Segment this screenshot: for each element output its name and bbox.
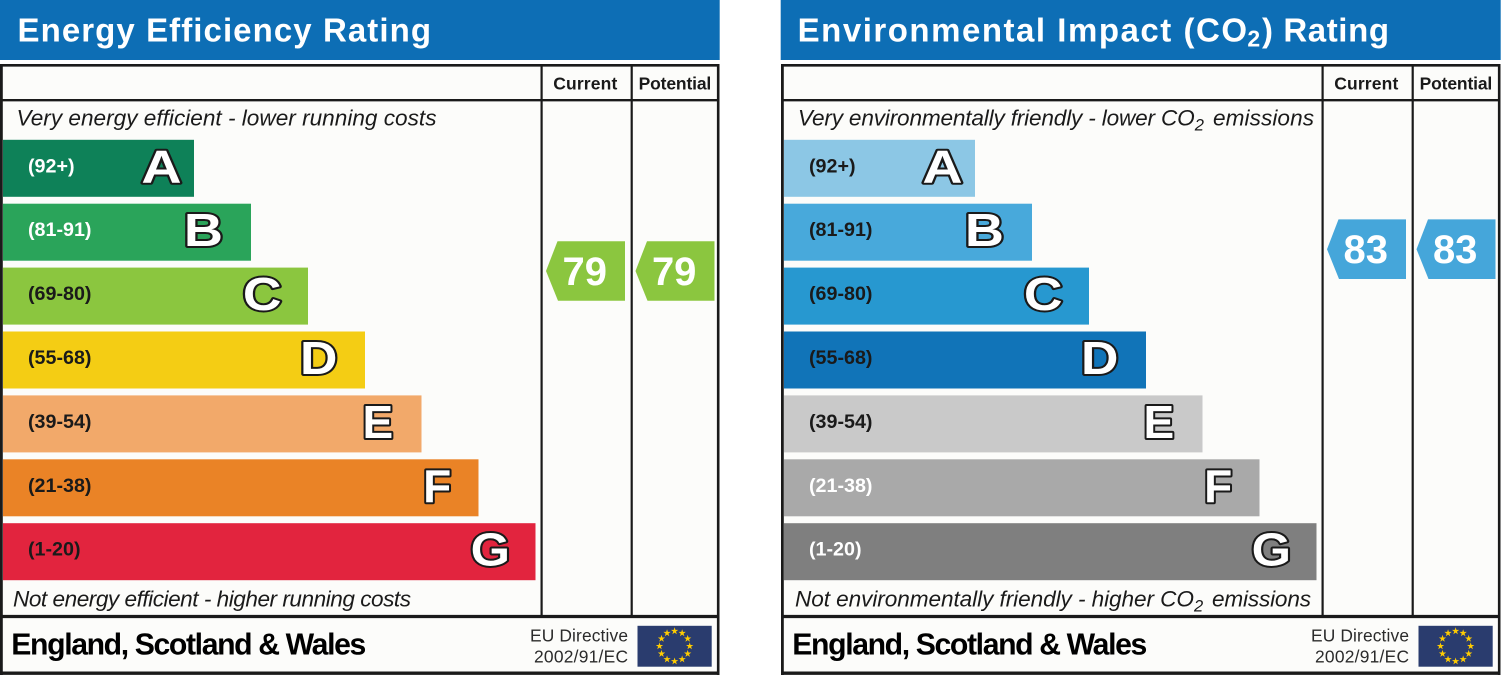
svg-text:(21-38): (21-38)	[809, 475, 872, 497]
svg-text:2: 2	[1193, 598, 1203, 616]
svg-text:E: E	[363, 396, 394, 448]
svg-text:Not energy efficient - higher: Not energy efficient - higher running co…	[13, 587, 411, 612]
svg-text:(39-54): (39-54)	[28, 411, 91, 433]
svg-text:(92+): (92+)	[28, 155, 75, 177]
svg-text:Current: Current	[1334, 74, 1398, 94]
svg-text:(92+): (92+)	[809, 155, 856, 177]
svg-text:(55-68): (55-68)	[28, 347, 91, 369]
svg-text:(81-91): (81-91)	[809, 219, 872, 241]
svg-text:D: D	[300, 332, 337, 384]
svg-text:Energy Efficiency Rating: Energy Efficiency Rating	[18, 12, 432, 49]
svg-text:79: 79	[563, 250, 608, 294]
svg-text:G: G	[471, 524, 510, 576]
svg-text:EU Directive: EU Directive	[530, 626, 628, 646]
svg-text:83: 83	[1433, 228, 1478, 272]
svg-text:2002/91/EC: 2002/91/EC	[1315, 647, 1409, 667]
svg-text:B: B	[965, 204, 1004, 256]
svg-text:2: 2	[1194, 117, 1204, 135]
svg-text:(55-68): (55-68)	[809, 347, 872, 369]
svg-text:E: E	[1144, 396, 1175, 448]
svg-text:Potential: Potential	[1420, 74, 1493, 94]
svg-text:Very energy efficient - lower: Very energy efficient - lower running co…	[17, 106, 437, 131]
svg-text:A: A	[141, 140, 181, 192]
svg-text:(1-20): (1-20)	[28, 539, 81, 561]
svg-text:A: A	[922, 140, 962, 192]
svg-text:(1-20): (1-20)	[809, 539, 862, 561]
svg-text:emissions: emissions	[1212, 587, 1311, 612]
svg-text:Very environmentally friendly: Very environmentally friendly - lower CO	[798, 106, 1195, 131]
svg-text:2002/91/EC: 2002/91/EC	[534, 647, 628, 667]
svg-text:England, Scotland & Wales: England, Scotland & Wales	[792, 628, 1147, 661]
svg-text:F: F	[1204, 460, 1232, 512]
svg-text:2: 2	[1247, 26, 1260, 52]
svg-text:F: F	[423, 460, 451, 512]
svg-text:(69-80): (69-80)	[28, 283, 91, 305]
svg-text:Not environmentally friendly -: Not environmentally friendly - higher CO	[795, 587, 1194, 612]
svg-text:B: B	[184, 204, 223, 256]
svg-text:) Rating: ) Rating	[1262, 12, 1389, 49]
svg-text:(81-91): (81-91)	[28, 219, 91, 241]
svg-text:G: G	[1252, 524, 1291, 576]
svg-text:emissions: emissions	[1213, 106, 1314, 131]
svg-text:(21-38): (21-38)	[28, 475, 91, 497]
svg-text:EU Directive: EU Directive	[1311, 626, 1409, 646]
svg-text:Potential: Potential	[639, 74, 712, 94]
svg-text:(69-80): (69-80)	[809, 283, 872, 305]
svg-text:79: 79	[652, 250, 697, 294]
svg-text:C: C	[1024, 268, 1063, 320]
svg-text:England, Scotland & Wales: England, Scotland & Wales	[11, 628, 366, 661]
svg-text:(39-54): (39-54)	[809, 411, 872, 433]
svg-text:Environmental Impact (CO: Environmental Impact (CO	[798, 12, 1247, 49]
svg-text:D: D	[1081, 332, 1118, 384]
svg-text:C: C	[243, 268, 282, 320]
svg-text:83: 83	[1344, 228, 1389, 272]
svg-text:Current: Current	[553, 74, 617, 94]
